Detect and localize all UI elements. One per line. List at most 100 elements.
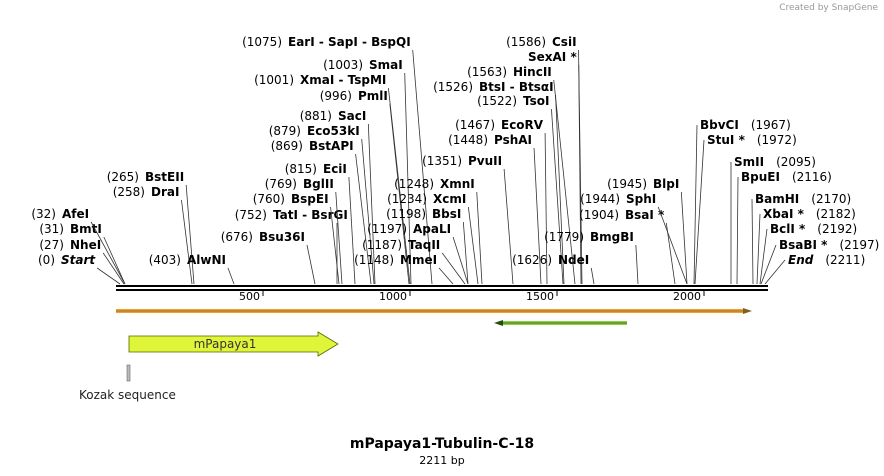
leader-line [348, 176, 356, 285]
leader-line [90, 221, 126, 285]
enzyme-name: SmaI [369, 58, 403, 72]
leader-line [764, 259, 786, 285]
enzyme-name: PvuII [468, 154, 502, 168]
enzyme-name: XmaI - TspMI [300, 73, 386, 87]
site-position: (996) [320, 89, 352, 103]
enzyme-name: TsoI [523, 94, 549, 108]
leader-line [551, 108, 564, 285]
leader-line [103, 236, 126, 285]
leader-line [578, 49, 583, 285]
ruler-label: 1000 [379, 290, 407, 303]
enzyme-name: XcmI [433, 192, 466, 206]
enzyme-name: BbvCI [700, 118, 739, 132]
site-position: (1197) [367, 222, 407, 236]
site-position: (1563) [467, 65, 507, 79]
leader-line [102, 252, 125, 285]
enzyme-name: DraI [151, 185, 179, 199]
leader-line [555, 94, 565, 285]
site-position: (760) [253, 192, 285, 206]
leader-line [736, 176, 739, 285]
enzyme-name: SexAI * [528, 50, 577, 64]
site-position: (1945) [607, 177, 647, 191]
enzyme-name: MmeI [400, 253, 437, 267]
arrowhead [494, 320, 503, 326]
enzyme-name: BmtI [70, 222, 102, 236]
site-position: (2182) [816, 207, 856, 221]
leader-line [361, 138, 375, 285]
feature-label: Kozak sequence [79, 388, 176, 402]
enzyme-name: SacI [338, 109, 366, 123]
leader-line [635, 244, 639, 285]
site-position: (403) [149, 253, 181, 267]
enzyme-name: BamHI [755, 192, 799, 206]
site-position: (258) [113, 185, 145, 199]
site-position: (815) [285, 162, 317, 176]
site-position: (1944) [580, 192, 620, 206]
site-position: (2197) [839, 238, 879, 252]
enzyme-name: PshAI [494, 133, 532, 147]
leader-line [367, 123, 376, 285]
backbone [116, 289, 768, 291]
leader-line [462, 221, 469, 285]
feature-mpapaya1 [128, 331, 339, 357]
enzyme-name: CsiI [552, 35, 577, 49]
leader-line [185, 184, 195, 285]
enzyme-name: SphI [626, 192, 656, 206]
leader-line [533, 147, 542, 285]
site-position: (1003) [323, 58, 363, 72]
ruler-label: 2000 [673, 290, 701, 303]
site-position: (265) [107, 170, 139, 184]
leader-line [756, 213, 761, 285]
enzyme-name: BstAPI [309, 139, 354, 153]
enzyme-name: BstEII [145, 170, 184, 184]
leader-line [553, 79, 576, 285]
site-position: (2170) [811, 192, 851, 206]
enzyme-name: Eco53kI [307, 124, 360, 138]
watermark: Created by SnapGene [779, 3, 878, 13]
enzyme-name: TaqII [408, 238, 440, 252]
leader-line [96, 267, 121, 285]
enzyme-name: ApaLI [413, 222, 451, 236]
site-position: (2211) [825, 253, 865, 267]
leader-line [412, 49, 433, 285]
enzyme-name: XmnI [440, 177, 475, 191]
arrowhead [743, 308, 752, 314]
site-position: (1522) [477, 94, 517, 108]
enzyme-name: EcoRV [501, 118, 544, 132]
leader-line [335, 191, 343, 285]
enzyme-name: BpuEI [741, 170, 780, 184]
leader-line [503, 168, 514, 285]
site-position: (1904) [579, 208, 619, 222]
site-position: (0) [38, 253, 55, 267]
feature-label: mPapaya1 [194, 337, 257, 351]
leader-line [387, 87, 411, 285]
enzyme-name: BlpI [653, 177, 679, 191]
leader-line [441, 252, 466, 285]
site-position: (769) [265, 177, 297, 191]
site-position: (1526) [433, 80, 473, 94]
site-position: (1001) [254, 73, 294, 87]
leader-line [694, 139, 705, 285]
site-position: (32) [31, 207, 56, 221]
enzyme-name: BclI * [770, 222, 806, 236]
site-position: (676) [221, 230, 253, 244]
site-position: (1075) [242, 35, 282, 49]
leader-line [438, 267, 454, 285]
enzyme-name: EciI [323, 162, 347, 176]
ruler-label: 1500 [526, 290, 554, 303]
subtitle: 2211 bp [419, 454, 464, 467]
leader-line [680, 191, 688, 285]
site-position: (1187) [362, 238, 402, 252]
site-position: (1198) [386, 207, 426, 221]
enzyme-name: BtsI - BtsαI [479, 80, 554, 94]
site-position: (1351) [422, 154, 462, 168]
leader-line [751, 198, 754, 285]
site-position: (1448) [448, 133, 488, 147]
leader-line [467, 206, 479, 285]
enzyme-name: BbsI [432, 207, 461, 221]
enzyme-name: PmlI [358, 89, 388, 103]
site-position: (2095) [776, 155, 816, 169]
leader-line [590, 267, 595, 285]
enzyme-name: Bsu36I [259, 230, 305, 244]
site-position: (2192) [817, 222, 857, 236]
